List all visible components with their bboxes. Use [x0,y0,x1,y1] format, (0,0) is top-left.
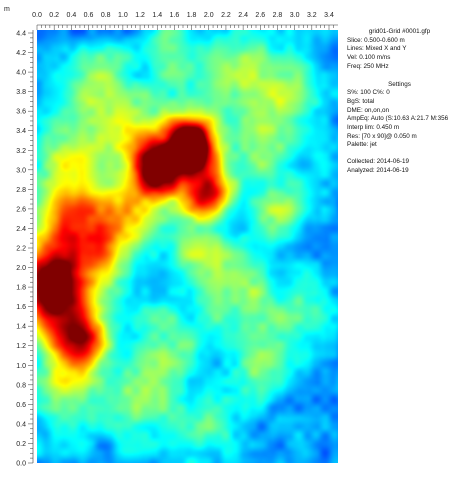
x-tick-label: 2.4 [238,12,248,19]
info-panel: grid01-Grid #0001.gfp Slice: 0.500-0.600… [347,28,452,176]
x-tick-label: 0.0 [32,12,42,19]
settings-bgs: BgS: total [347,97,375,105]
settings-interp: Interp lim: 0.450 m [347,124,400,132]
settings-heading: Settings [388,80,411,88]
x-tick-label: 0.4 [66,12,76,19]
y-tick-label: 3.2 [16,148,26,155]
y-tick-label: 4.0 [16,70,26,77]
x-tick-label: 2.0 [204,12,214,19]
slice-line: Slice: 0.500-0.600 m [347,36,405,44]
y-tick-label: 2.2 [16,246,26,253]
file-title: grid01-Grid #0001.gfp [368,28,431,35]
y-tick-label: 0.6 [16,402,26,409]
frequency-line: Freq: 250 MHz [347,62,389,70]
settings-res: Res: [70 x 90]@ 0.050 m [347,132,417,140]
settings-palette: Palette: jet [347,141,377,149]
x-tick-label: 0.8 [101,12,111,19]
y-tick-label: 2.6 [16,206,26,213]
x-tick-label: 1.6 [170,12,180,19]
x-tick-label: 3.0 [290,12,300,19]
velocity-line: Vel: 0.100 m/ns [347,54,391,62]
y-tick-label: 0.8 [16,382,26,389]
plot-area [37,30,338,463]
x-axis: 0.0 0.2 0.4 0.6 0.8 1.0 1.2 1.4 1.6 1.8 2.0 2.2 2.4 2… [32,12,338,30]
y-tick-label: 0.4 [16,421,26,428]
x-tick-label: 3.4 [324,12,334,19]
x-tick-label: 1.2 [135,12,145,19]
settings-sc: S%: 100 C%: 0 [347,89,390,97]
y-tick-label: 3.0 [16,167,26,174]
heatmap-canvas [37,30,338,463]
y-tick-label: 2.8 [16,187,26,194]
x-tick-label: 1.0 [118,12,128,19]
analyzed-date: Analyzed: 2014-06-19 [347,166,409,174]
y-tick-label: 2.0 [16,265,26,272]
x-tick-label: 2.6 [255,12,265,19]
y-tick-label: 1.8 [16,285,26,292]
y-tick-label: 1.2 [16,343,26,350]
x-tick-label: 0.6 [84,12,94,19]
x-tick-label: 2.2 [221,12,231,19]
y-tick-label: 4.4 [16,31,26,38]
x-tick-label: 1.8 [187,12,197,19]
y-tick-label: 4.2 [16,50,26,57]
collected-date: Collected: 2014-06-19 [347,158,409,166]
y-tick-label: 0.2 [16,441,26,448]
y-tick-label: 1.0 [16,363,26,370]
settings-dme: DME: on,on,on [347,106,390,114]
y-tick-label: 2.4 [16,226,26,233]
x-tick-label: 1.4 [152,12,162,19]
axis-unit-label: m [4,6,10,13]
y-tick-label: 1.6 [16,304,26,311]
x-tick-label: 3.2 [307,12,317,19]
y-axis: 4.4 4.2 4.0 3.8 3.6 3.4 3.2 3.0 2.8 2.6 2.4 2.2 2.0 1… [16,30,34,468]
y-tick-label: 0.0 [16,461,26,468]
y-tick-label: 3.8 [16,89,26,96]
lines-line: Lines: Mixed X and Y [347,45,407,53]
x-tick-label: 2.8 [273,12,283,19]
x-tick-label: 0.2 [49,12,59,19]
y-tick-label: 3.6 [16,109,26,116]
settings-ampeq: AmpEq: Auto (S:10.63 A:21.7 M:356 [347,115,449,123]
y-tick-label: 1.4 [16,324,26,331]
y-tick-label: 3.4 [16,128,26,135]
